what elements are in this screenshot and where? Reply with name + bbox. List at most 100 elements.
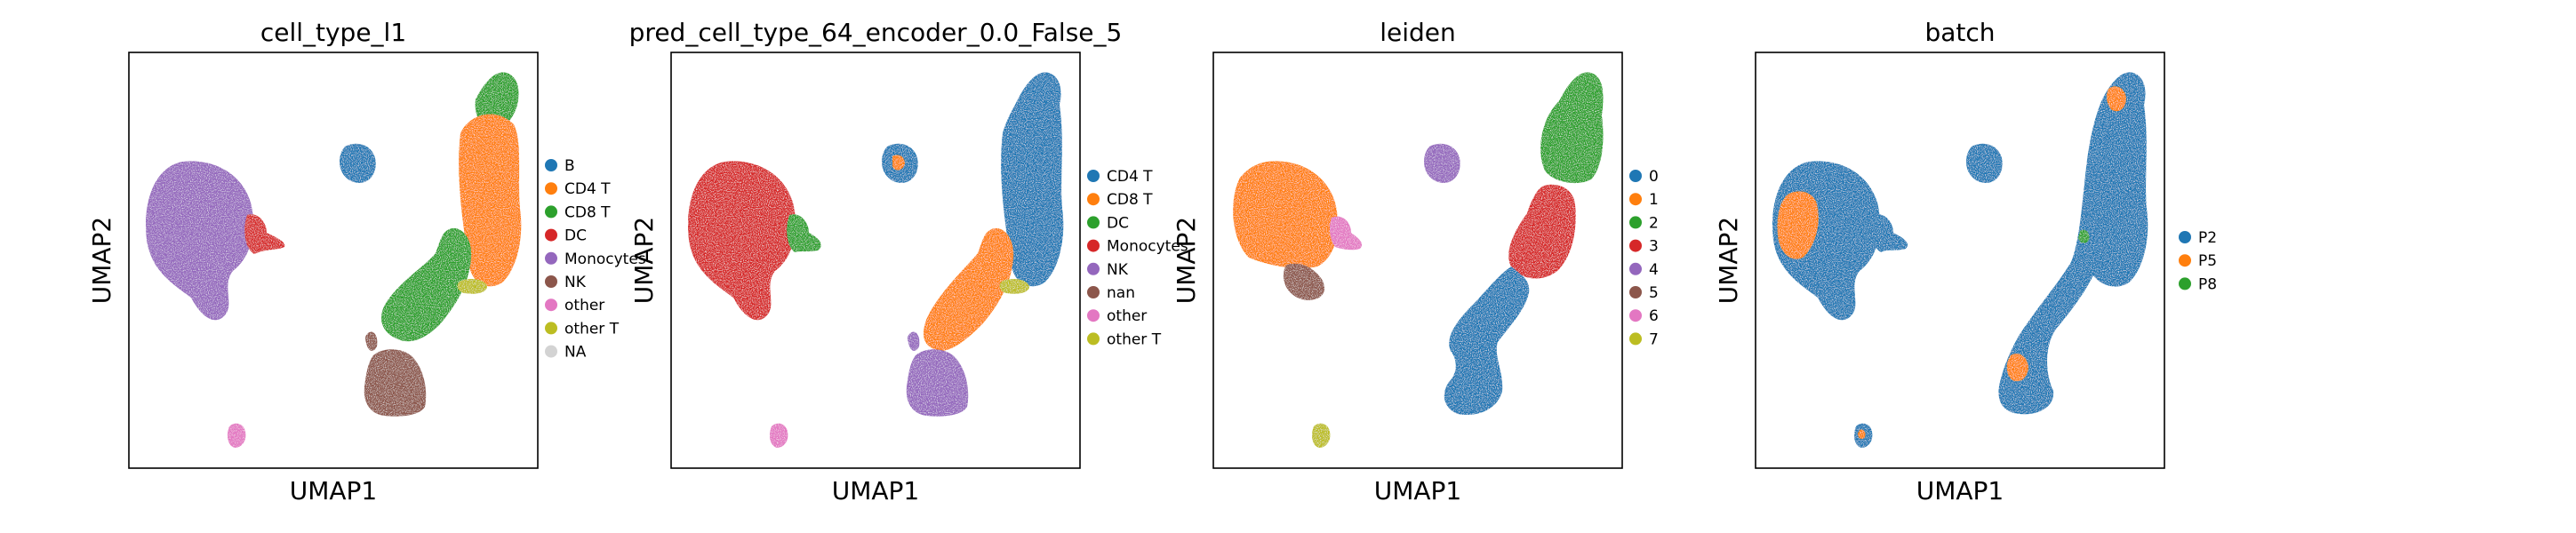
panel-leiden: leiden UMAP1 UMAP2 0 1 2 3 4 5 6 7 (1172, 18, 1659, 505)
plot-frame (670, 52, 1081, 469)
legend-marker (1629, 309, 1642, 322)
legend-marker (1629, 193, 1642, 206)
panel-batch: batch UMAP1 UMAP2 P2 P5 P8 (1714, 18, 2217, 505)
cluster-monocytes (688, 161, 796, 321)
cluster-2 (1540, 72, 1604, 184)
plot-frame (128, 52, 539, 469)
cluster-nk (364, 349, 427, 417)
panel-title: cell_type_l1 (260, 18, 406, 47)
panel-pred-cell-type: pred_cell_type_64_encoder_0.0_False_5 UM… (629, 18, 1188, 505)
legend-label: 1 (1649, 191, 1659, 209)
legend-label: other (1107, 307, 1147, 325)
legend-marker (545, 228, 557, 242)
cluster-3 (1508, 184, 1576, 279)
legend-label: 7 (1649, 330, 1659, 348)
legend-label: 0 (1649, 168, 1659, 186)
legend-label: NK (564, 274, 587, 291)
cluster-nk-left (364, 331, 378, 351)
legend-label: 5 (1649, 284, 1659, 302)
cluster-1 (1233, 161, 1339, 268)
legend-label: other (564, 297, 604, 314)
legend-marker (2179, 254, 2191, 267)
legend-marker (545, 251, 557, 265)
legend-marker (1087, 262, 1100, 275)
cluster-other-t (457, 279, 487, 294)
legend-marker (1087, 309, 1100, 322)
y-axis-label: UMAP2 (1714, 217, 1743, 305)
legend-label: B (564, 157, 575, 175)
cluster-monocytes (146, 161, 254, 321)
y-axis-label: UMAP2 (87, 217, 116, 305)
cluster-p2-right (1998, 72, 2148, 415)
legend-marker (1087, 332, 1100, 346)
umap-scatter-clusters (1233, 72, 1604, 448)
legend: B CD4 T CD8 T DC Monocytes NK other other T NA (545, 157, 646, 362)
legend-label: nan (1107, 284, 1135, 302)
cluster-6 (1329, 216, 1363, 251)
legend-marker (545, 322, 557, 335)
legend-label: NA (564, 344, 587, 362)
cluster-p2-dc (1871, 214, 1908, 252)
legend-label: P2 (2198, 229, 2217, 247)
y-axis-label: UMAP2 (629, 217, 659, 305)
panel-title: pred_cell_type_64_encoder_0.0_False_5 (629, 18, 1123, 47)
legend-label: DC (564, 227, 587, 245)
cluster-other (228, 423, 246, 448)
cluster-p8-mid (2078, 229, 2090, 243)
panel-title: leiden (1380, 18, 1456, 47)
legend-marker (1629, 262, 1642, 275)
legend-label: CD8 T (1107, 191, 1153, 209)
x-axis-label: UMAP1 (290, 476, 378, 505)
legend-marker (545, 275, 557, 288)
umap-scatter-clusters (146, 72, 522, 448)
y-axis-label: UMAP2 (1172, 217, 1201, 305)
cluster-nk-left (907, 331, 920, 351)
plot-frame (1212, 52, 1623, 469)
legend-label: 2 (1649, 214, 1659, 232)
legend-label: P5 (2198, 252, 2217, 270)
cluster-other-t (999, 279, 1029, 294)
cluster-p5-bottom (1858, 429, 1866, 440)
cluster-p5-left (1777, 191, 1819, 259)
cluster-0 (1444, 266, 1530, 415)
cluster-dc (244, 214, 285, 254)
legend-marker (1087, 170, 1100, 182)
legend-label: other T (564, 320, 620, 338)
legend-marker (1629, 239, 1642, 252)
cluster-p2-small (1966, 143, 2003, 183)
legend-label: 6 (1649, 307, 1659, 325)
umap-scatter-clusters (1772, 72, 2148, 448)
legend-label: 4 (1649, 261, 1659, 279)
cluster-nk (906, 349, 969, 417)
legend-marker (1087, 239, 1100, 252)
legend-marker (1629, 332, 1642, 346)
legend-label: DC (1107, 214, 1129, 232)
legend-marker (545, 345, 557, 358)
legend-marker (1629, 216, 1642, 229)
cluster-4 (1424, 143, 1460, 183)
legend-marker (2179, 277, 2191, 290)
legend-marker (545, 205, 557, 219)
legend-marker (545, 182, 557, 195)
legend-label: CD8 T (564, 203, 611, 221)
legend: 0 1 2 3 4 5 6 7 (1629, 168, 1659, 348)
cluster-other (770, 423, 788, 448)
legend-label: CD4 T (564, 180, 611, 198)
legend-marker (545, 298, 557, 312)
x-axis-label: UMAP1 (1374, 476, 1462, 505)
cluster-5 (1284, 263, 1324, 300)
legend: P2 P5 P8 (2179, 229, 2217, 293)
legend-label: Monocytes (1107, 238, 1188, 256)
legend-marker (1087, 216, 1100, 229)
legend-marker (1629, 286, 1642, 298)
cluster-p5-right (2106, 86, 2126, 112)
cluster-cd8-t (923, 227, 1014, 351)
legend-marker (1087, 193, 1100, 206)
cluster-b (340, 143, 376, 183)
legend-label: CD4 T (1107, 168, 1153, 186)
plot-frame (1755, 52, 2165, 469)
legend-label: P8 (2198, 275, 2217, 293)
cluster-p5-lower (2006, 354, 2028, 382)
cluster-cd4-t (1001, 72, 1064, 287)
